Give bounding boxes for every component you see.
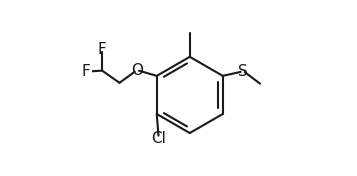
Text: F: F [98,42,107,57]
Text: F: F [81,64,90,79]
Text: S: S [238,64,247,79]
Text: O: O [131,63,143,78]
Text: Cl: Cl [151,131,166,146]
